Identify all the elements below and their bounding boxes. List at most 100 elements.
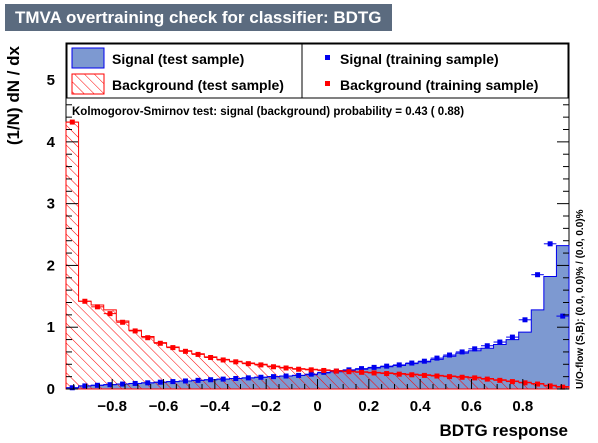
legend-signal-train-label: Signal (training sample): [340, 51, 499, 67]
background-train-point: [132, 328, 138, 334]
signal-train-point: [245, 375, 251, 381]
x-tick-label: −0.2: [251, 398, 281, 415]
background-train-point: [308, 367, 314, 373]
signal-train-point: [308, 371, 314, 377]
background-train-point: [421, 372, 427, 378]
background-train-point: [94, 304, 100, 310]
signal-train-point: [472, 346, 478, 352]
signal-train-point: [535, 272, 541, 278]
background-train-point: [459, 374, 465, 380]
signal-train-point: [107, 382, 113, 388]
background-train-point: [157, 340, 163, 346]
signal-train-point: [208, 377, 214, 383]
signal-train-point: [434, 355, 440, 361]
signal-train-point: [396, 362, 402, 368]
background-train-point: [233, 359, 239, 365]
signal-train-point: [82, 383, 88, 389]
background-train-point: [321, 367, 327, 373]
background-train-point: [69, 119, 75, 125]
x-tick-label: −0.4: [200, 398, 230, 415]
signal-train-point: [270, 374, 276, 380]
legend-signal-test-label: Signal (test sample): [112, 51, 244, 67]
background-train-point: [396, 371, 402, 377]
legend-box-left: [66, 43, 303, 99]
background-train-point: [145, 335, 151, 341]
signal-train-point: [132, 380, 138, 386]
background-train-point: [296, 366, 302, 372]
background-train-point: [497, 377, 503, 383]
y-tick-label: 1: [47, 319, 55, 336]
ks-test-annotation: Kolmogorov-Smirnov test: signal (backgro…: [72, 106, 464, 118]
legend-signal-test-swatch: [71, 47, 105, 69]
background-train-point: [208, 354, 214, 360]
signal-train-point: [421, 358, 427, 364]
background-train-point: [371, 370, 377, 376]
signal-train-point: [497, 339, 503, 345]
signal-train-point: [447, 352, 453, 358]
y-tick-label: 4: [47, 134, 56, 151]
x-tick-label: 0.4: [410, 398, 432, 415]
background-train-point: [434, 373, 440, 379]
background-train-point: [333, 368, 339, 374]
signal-train-point: [120, 381, 126, 387]
signal-train-point: [371, 364, 377, 370]
background-train-point: [220, 357, 226, 363]
signal-train-point: [509, 334, 515, 340]
background-train-point: [82, 298, 88, 304]
background-train-point: [120, 319, 126, 325]
legend-background-test-swatch: [71, 73, 105, 95]
background-train-point: [535, 381, 541, 387]
background-train-point: [182, 348, 188, 354]
legend-background-test-label: Background (test sample): [112, 77, 284, 93]
background-train-point: [560, 384, 566, 390]
legend-box-right: [301, 43, 569, 99]
background-train-point: [509, 379, 515, 385]
background-train-point: [384, 371, 390, 377]
background-train-point: [245, 361, 251, 367]
background-train-point: [447, 374, 453, 380]
signal-train-point: [283, 373, 289, 379]
signal-train-point: [69, 385, 75, 391]
background-train-point: [547, 383, 553, 389]
background-train-point: [409, 372, 415, 378]
background-train-point: [484, 376, 490, 382]
x-tick-label: −0.8: [97, 398, 127, 415]
background-train-point: [270, 364, 276, 370]
x-tick-label: 0.2: [358, 398, 379, 415]
signal-train-point: [258, 374, 264, 380]
overflow-label: U/O-flow (S,B): (0.0, 0.0)% / (0.0, 0.0)…: [575, 209, 586, 389]
background-train-point: [359, 369, 365, 375]
signal-train-point: [220, 376, 226, 382]
signal-train-point: [170, 379, 176, 385]
signal-train-point: [145, 380, 151, 386]
y-axis-label: (1/N) dN / dx: [4, 45, 23, 145]
signal-train-point: [560, 313, 566, 319]
y-tick-label: 0: [47, 381, 55, 398]
signal-train-point: [157, 379, 163, 385]
signal-train-point: [359, 366, 365, 372]
x-tick-label: 0.6: [461, 398, 482, 415]
signal-train-point: [94, 382, 100, 388]
legend-background-train-marker: [325, 81, 330, 86]
background-train-point: [170, 345, 176, 351]
y-tick-label: 3: [47, 196, 55, 213]
signal-train-point: [522, 317, 528, 323]
legend-signal-train-marker: [325, 55, 330, 60]
background-train-point: [258, 362, 264, 368]
x-tick-label: 0.8: [512, 398, 533, 415]
background-train-point: [195, 351, 201, 357]
legend-background-train-label: Background (training sample): [340, 77, 538, 93]
y-tick-label: 2: [47, 257, 55, 274]
signal-train-point: [182, 378, 188, 384]
x-tick-label: 0: [313, 398, 321, 415]
signal-train-point: [233, 375, 239, 381]
signal-train-point: [384, 363, 390, 369]
background-train-point: [522, 380, 528, 386]
signal-train-point: [409, 360, 415, 366]
background-train-point: [107, 311, 113, 317]
x-tick-label: −0.6: [149, 398, 179, 415]
signal-train-point: [484, 343, 490, 349]
y-tick-label: 5: [47, 72, 55, 89]
background-train-point: [283, 365, 289, 371]
signal-train-point: [195, 377, 201, 383]
